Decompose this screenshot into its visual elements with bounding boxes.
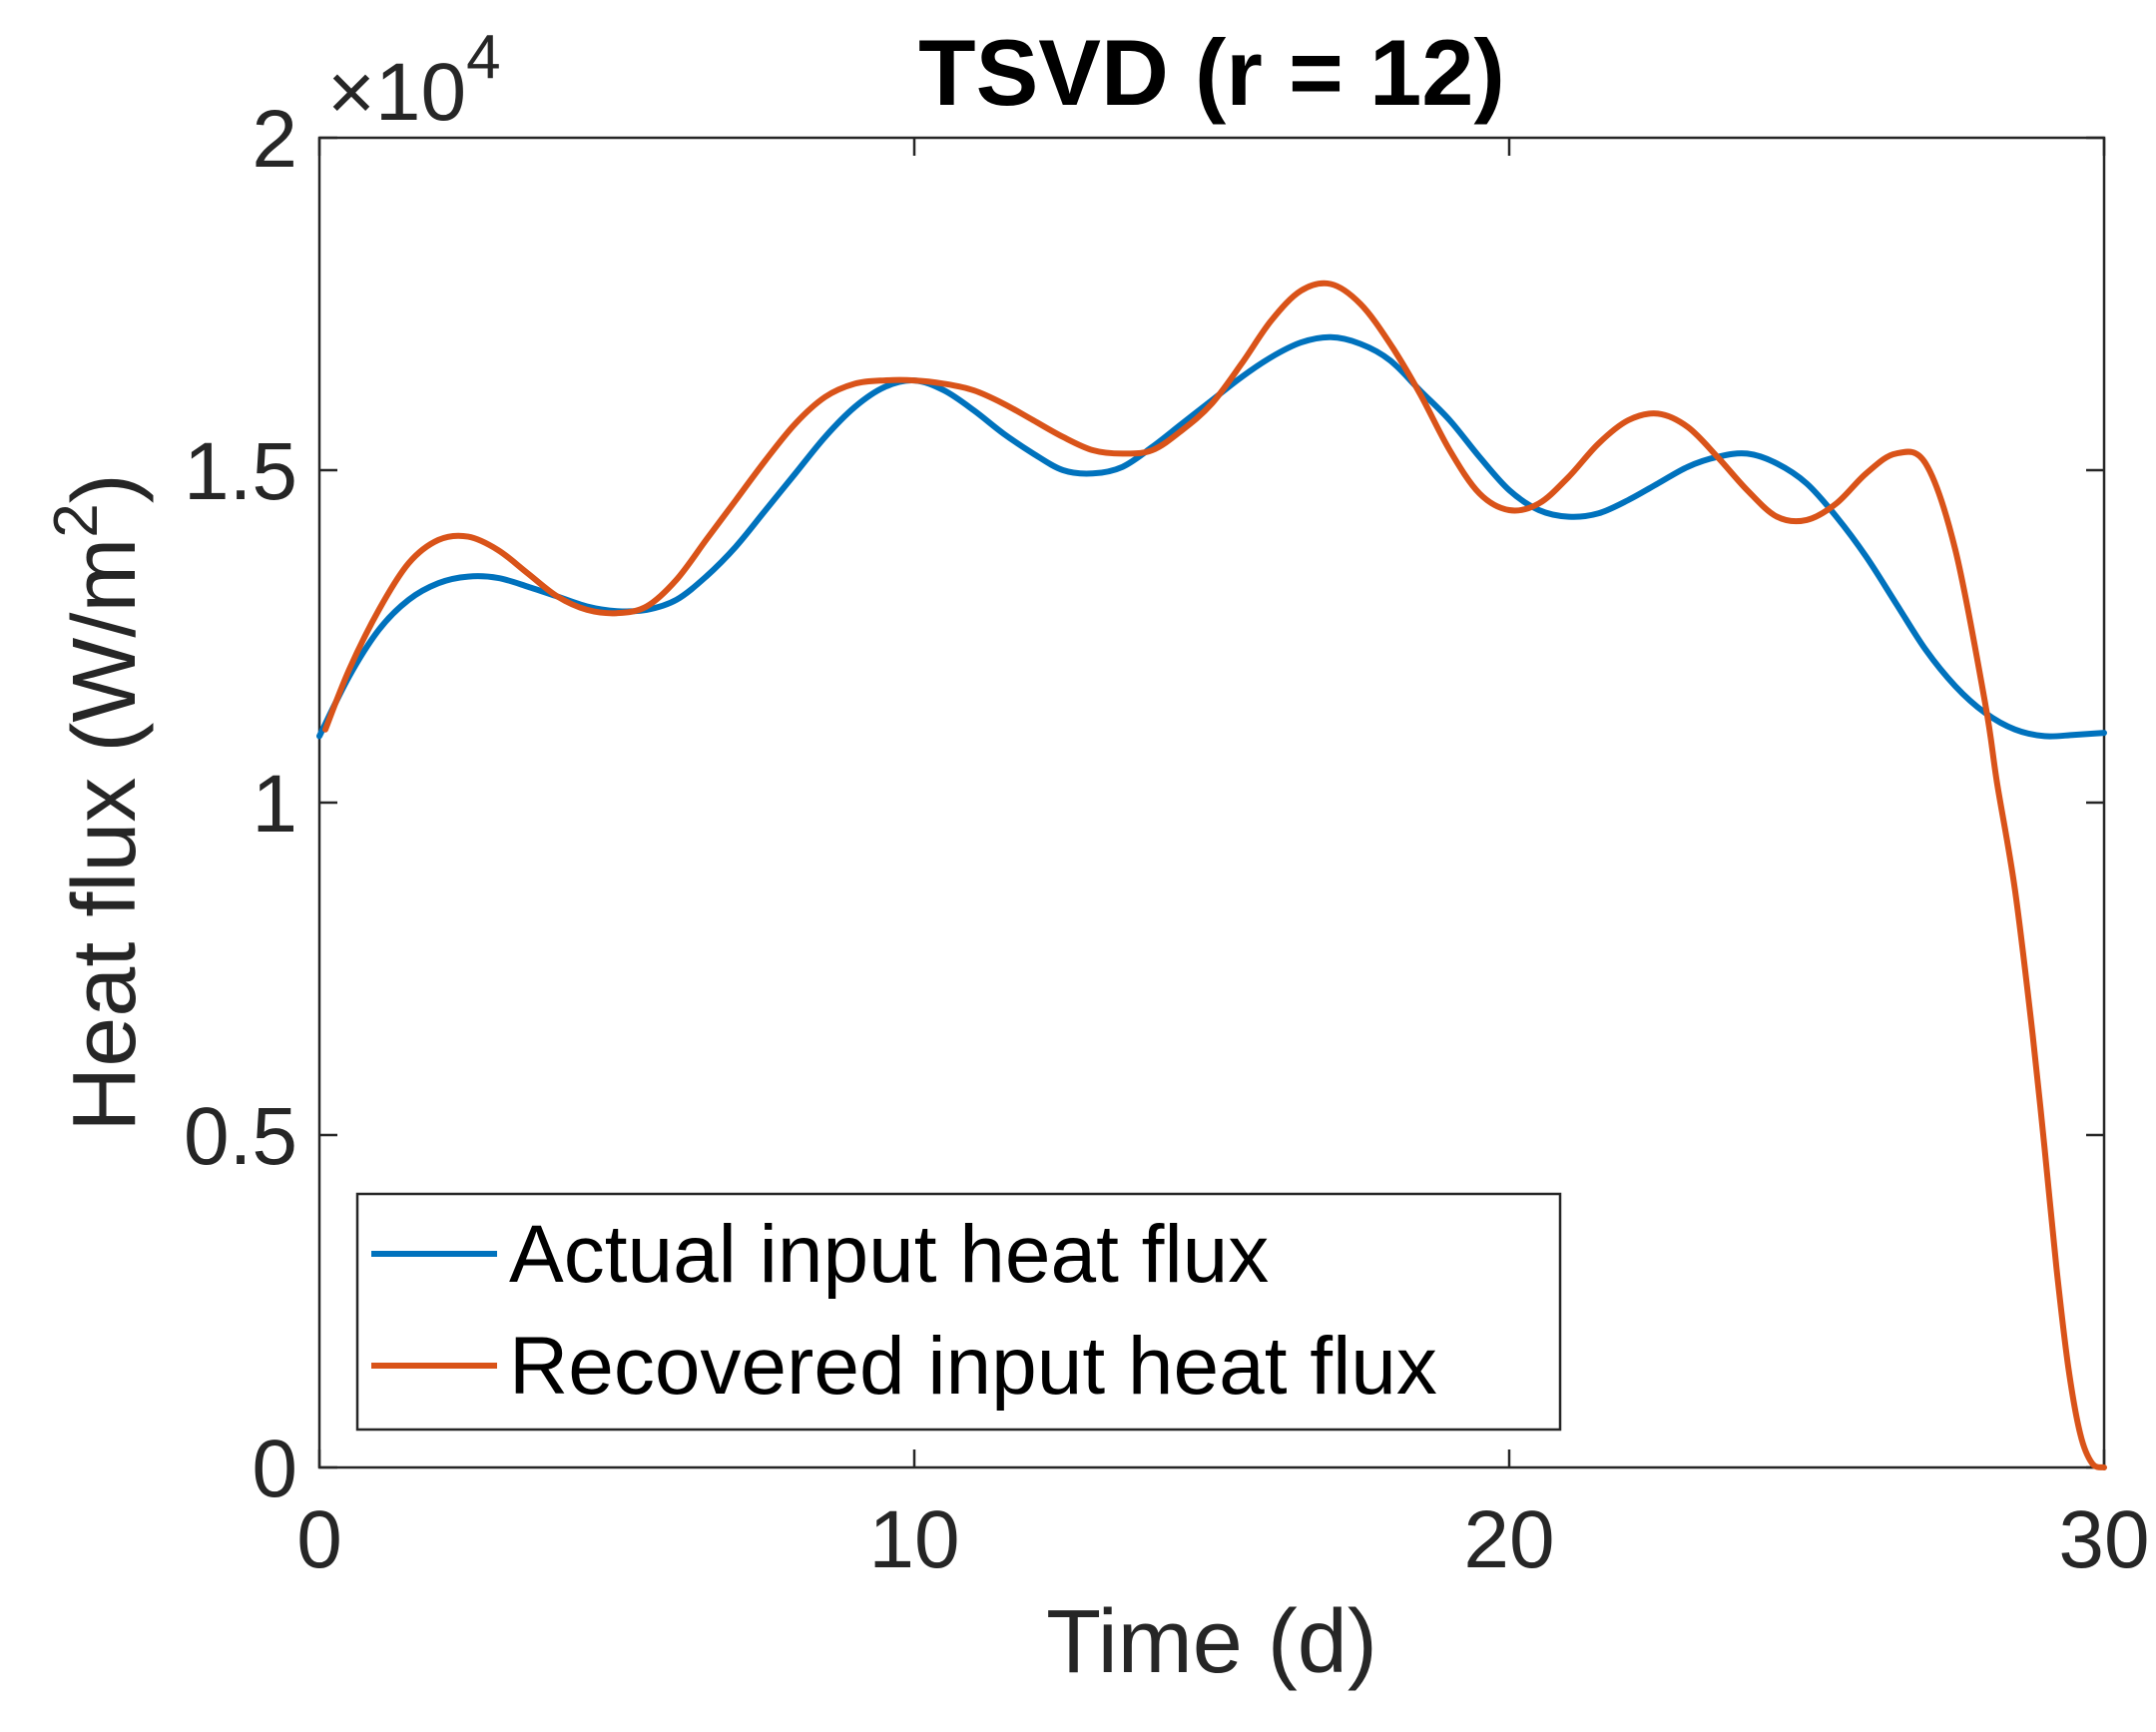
x-tick-label: 0 (296, 1494, 342, 1585)
legend-label-recovered: Recovered input heat flux (509, 1321, 1437, 1412)
y-axis-label-sup: 2 (42, 503, 111, 537)
x-tick-label: 20 (1463, 1494, 1554, 1585)
x-axis-label: Time (d) (1046, 1592, 1377, 1692)
x-tick-label: 30 (2058, 1494, 2149, 1585)
series-lines (316, 280, 2107, 1470)
y-axis-label-main: Heat flux (W/m (55, 538, 155, 1132)
y-exponent-prefix: ×10 (327, 47, 466, 138)
y-tick-label: 0.5 (184, 1091, 297, 1182)
y-exponent-label: ×104 (327, 23, 501, 138)
axis-ticks: 0 10 20 30 0 0.5 1 1.5 2 (184, 94, 2150, 1585)
legend: Actual input heat flux Recovered input h… (355, 1192, 1562, 1432)
y-axis-label-close: ) (55, 473, 155, 503)
legend-label-actual: Actual input heat flux (509, 1209, 1269, 1300)
y-tick-label: 1.5 (184, 426, 297, 517)
series-line-recovered (322, 280, 2107, 1470)
y-tick-label: 1 (252, 759, 297, 850)
y-axis-label: Heat flux (W/m2) (42, 473, 155, 1132)
legend-box (355, 1192, 1562, 1432)
y-tick-label: 2 (252, 94, 297, 185)
y-tick-label: 0 (252, 1424, 297, 1514)
x-tick-label: 10 (868, 1494, 959, 1585)
chart-title: TSVD (r = 12) (918, 20, 1505, 125)
y-exponent-power: 4 (466, 23, 500, 92)
